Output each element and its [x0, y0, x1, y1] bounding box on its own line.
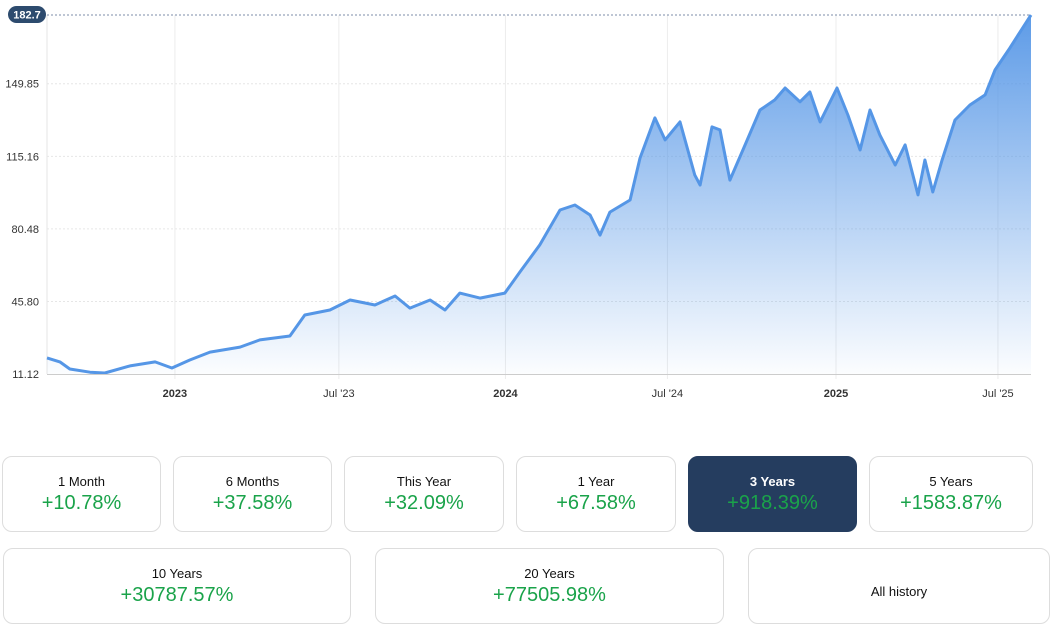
area-fill — [47, 15, 1031, 374]
period-return: +77505.98% — [493, 584, 606, 606]
period-1-year[interactable]: 1 Year +67.58% — [516, 456, 676, 532]
period-6-months[interactable]: 6 Months +37.58% — [173, 456, 332, 532]
period-this-year[interactable]: This Year +32.09% — [344, 456, 504, 532]
period-label: 1 Month — [58, 474, 105, 489]
x-tick-label: Jul '23 — [323, 388, 354, 400]
period-label: 20 Years — [524, 566, 575, 581]
period-all-history[interactable]: All history — [748, 548, 1050, 624]
period-label: 5 Years — [929, 474, 973, 489]
period-return: +30787.57% — [120, 584, 234, 606]
period-label: 6 Months — [225, 474, 280, 489]
x-tick-label: Jul '25 — [982, 388, 1013, 400]
price-line — [46, 14, 1033, 375]
period-return: +67.58% — [556, 492, 636, 514]
x-tick-label: 2023 — [163, 388, 187, 400]
period-return: +37.58% — [212, 492, 293, 514]
y-tick-label: 80.48 — [11, 224, 39, 236]
period-return: +10.78% — [41, 492, 122, 514]
period-20-years[interactable]: 20 Years +77505.98% — [375, 548, 724, 624]
period-label: All history — [870, 584, 928, 599]
period-3-years[interactable]: 3 Years +918.39% — [688, 456, 857, 532]
period-return: +1583.87% — [900, 492, 1002, 514]
period-label: 10 Years — [151, 566, 203, 581]
price-chart: 11.12 45.80 80.48 115.16 149.85 2023 Jul '23 2… — [5, 6, 1033, 400]
period-5-years[interactable]: 5 Years +1583.87% — [869, 456, 1033, 532]
period-return: +32.09% — [384, 492, 464, 514]
period-label: 3 Years — [749, 474, 796, 489]
y-tick-label: 115.16 — [6, 151, 39, 163]
period-10-years[interactable]: 10 Years +30787.57% — [3, 548, 351, 624]
period-label: This Year — [396, 474, 452, 489]
x-tick-label: 2025 — [824, 388, 848, 400]
period-return: +918.39% — [727, 492, 818, 514]
x-tick-label: 2024 — [493, 388, 518, 400]
y-tick-label: 149.85 — [5, 79, 39, 91]
y-tick-label: 45.80 — [11, 296, 39, 308]
x-tick-label: Jul '24 — [652, 388, 683, 400]
period-1-month[interactable]: 1 Month +10.78% — [2, 456, 161, 532]
period-label: 1 Year — [577, 474, 615, 489]
current-value-badge: 182.7 — [8, 6, 46, 23]
y-tick-label: 11.12 — [12, 369, 39, 381]
current-value-label: 182.7 — [13, 10, 41, 22]
